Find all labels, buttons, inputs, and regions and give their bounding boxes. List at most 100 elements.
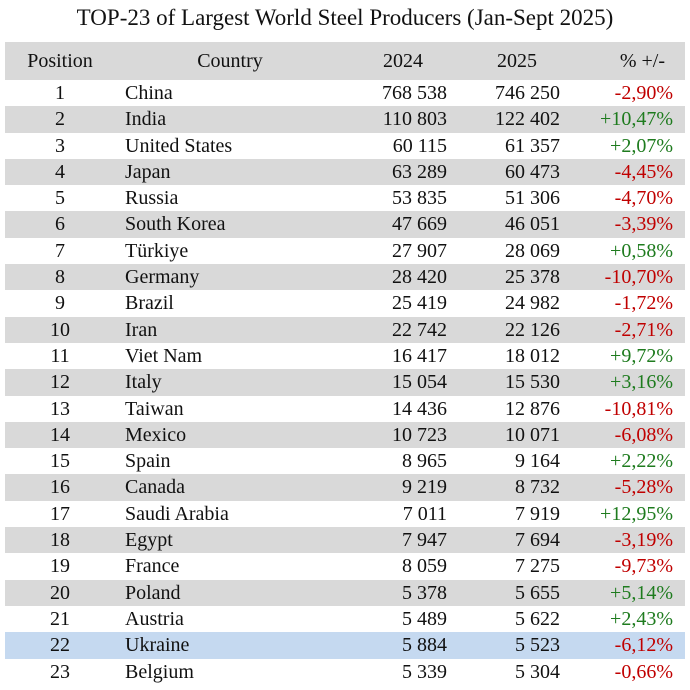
position-cell: 16 (50, 476, 70, 499)
change-cell: -4,45% (614, 160, 673, 183)
value-2024-cell: 14 436 (392, 397, 447, 420)
value-2024-cell: 5 378 (402, 581, 447, 604)
position-cell: 5 (55, 187, 65, 210)
position-cell: 14 (50, 423, 70, 446)
table-row: 7 Türkiye 27 907 28 069 +0,58% (5, 238, 685, 264)
value-2024-cell: 25 419 (392, 292, 447, 315)
position-cell: 17 (50, 502, 70, 525)
position-cell: 23 (50, 660, 70, 683)
value-2025-cell: 5 655 (515, 581, 560, 604)
value-2024-cell: 47 669 (392, 213, 447, 236)
position-cell: 3 (55, 134, 65, 157)
table-row: 19 France 8 059 7 275 -9,73% (5, 553, 685, 579)
position-cell: 6 (55, 213, 65, 236)
value-2025-cell: 9 164 (515, 450, 560, 473)
country-cell: Saudi Arabia (125, 502, 229, 525)
value-2025-cell: 51 306 (505, 187, 560, 210)
country-cell: India (125, 108, 167, 131)
table-body: 1 China 768 538 746 250 -2,90% 2 India 110 803 1… (5, 80, 685, 685)
country-cell: Belgium (125, 660, 194, 683)
value-2024-cell: 53 835 (392, 187, 447, 210)
change-cell: +12,95% (600, 502, 673, 525)
country-cell: Mexico (125, 423, 187, 446)
position-cell: 19 (50, 555, 70, 578)
position-cell: 22 (50, 634, 70, 657)
table-row: 15 Spain 8 965 9 164 +2,22% (5, 448, 685, 474)
country-cell: United States (125, 134, 233, 157)
change-cell: -1,72% (614, 292, 673, 315)
table-row: 5 Russia 53 835 51 306 -4,70% (5, 185, 685, 211)
value-2025-cell: 18 012 (505, 344, 560, 367)
table-row: 13 Taiwan 14 436 12 876 -10,81% (5, 396, 685, 422)
value-2024-cell: 22 742 (392, 318, 447, 341)
position-cell: 2 (55, 108, 65, 131)
value-2025-cell: 122 402 (495, 108, 560, 131)
header-2024: 2024 (383, 50, 423, 72)
position-cell: 7 (55, 239, 65, 262)
header-country: Country (197, 50, 263, 72)
change-cell: -6,08% (614, 423, 673, 446)
value-2025-cell: 5 622 (515, 607, 560, 630)
steel-producers-table: Position Country 2024 2025 % +/- 1 China 7… (5, 42, 685, 685)
value-2024-cell: 7 947 (402, 529, 447, 552)
country-cell: Brazil (125, 292, 174, 315)
change-cell: -5,28% (614, 476, 673, 499)
country-cell: Canada (125, 476, 185, 499)
change-cell: -10,81% (604, 397, 673, 420)
table-row: 10 Iran 22 742 22 126 -2,71% (5, 316, 685, 343)
position-cell: 10 (50, 318, 70, 341)
table-row: 17 Saudi Arabia 7 011 7 919 +12,95% (5, 501, 685, 527)
change-cell: -3,39% (614, 213, 673, 236)
value-2024-cell: 768 538 (382, 82, 447, 104)
table-row: 11 Viet Nam 16 417 18 012 +9,72% (5, 343, 685, 369)
position-cell: 4 (55, 160, 65, 183)
header-change: % +/- (619, 50, 665, 72)
country-cell: France (125, 555, 180, 578)
position-cell: 20 (50, 581, 70, 604)
table-row: 6 South Korea 47 669 46 051 -3,39% (5, 211, 685, 238)
change-cell: +9,72% (610, 344, 673, 367)
value-2025-cell: 10 071 (505, 423, 560, 446)
change-cell: -4,70% (614, 187, 673, 210)
position-cell: 15 (50, 450, 70, 473)
position-cell: 21 (50, 607, 70, 630)
table-row: 3 United States 60 115 61 357 +2,07% (5, 133, 685, 159)
table-row: 8 Germany 28 420 25 378 -10,70% (5, 264, 685, 291)
value-2024-cell: 7 011 (402, 502, 447, 525)
value-2025-cell: 12 876 (505, 397, 560, 420)
value-2024-cell: 27 907 (392, 239, 447, 262)
table-row: 2 India 110 803 122 402 +10,47% (5, 106, 685, 133)
value-2025-cell: 8 732 (515, 476, 560, 499)
change-cell: -2,90% (614, 82, 673, 104)
position-cell: 8 (55, 266, 65, 289)
change-cell: -3,19% (614, 529, 673, 552)
value-2025-cell: 60 473 (505, 160, 560, 183)
country-cell: Iran (125, 318, 158, 341)
value-2025-cell: 15 530 (505, 371, 560, 394)
value-2024-cell: 60 115 (392, 134, 447, 157)
value-2024-cell: 8 965 (402, 450, 447, 473)
value-2024-cell: 28 420 (392, 266, 447, 289)
country-cell: Japan (125, 160, 171, 183)
value-2025-cell: 25 378 (505, 266, 560, 289)
country-cell: Italy (125, 371, 162, 394)
value-2024-cell: 110 803 (382, 108, 447, 131)
country-cell: Ukraine (125, 634, 190, 657)
change-cell: +2,22% (610, 450, 673, 473)
value-2024-cell: 5 339 (402, 660, 447, 683)
position-cell: 12 (50, 371, 70, 394)
table-row: 12 Italy 15 054 15 530 +3,16% (5, 369, 685, 396)
value-2025-cell: 46 051 (505, 213, 560, 236)
table-row: 16 Canada 9 219 8 732 -5,28% (5, 474, 685, 501)
country-cell: South Korea (125, 213, 226, 236)
value-2025-cell: 746 250 (495, 82, 560, 104)
table-row: 14 Mexico 10 723 10 071 -6,08% (5, 421, 685, 449)
country-cell: Viet Nam (125, 344, 203, 367)
table-row: 18 Egypt 7 947 7 694 -3,19% (5, 527, 685, 554)
table-row: 22 Ukraine 5 884 5 523 -6,12% (5, 632, 685, 659)
value-2024-cell: 8 059 (402, 555, 447, 578)
country-cell: Russia (125, 187, 179, 210)
table-row: 1 China 768 538 746 250 -2,90% (5, 80, 685, 106)
table-row: 23 Belgium 5 339 5 304 -0,66% (5, 659, 685, 685)
country-cell: Germany (125, 266, 200, 289)
